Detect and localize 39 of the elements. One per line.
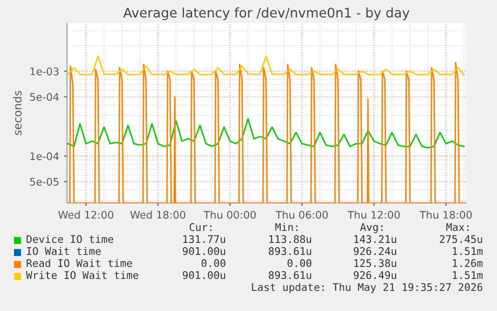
text: 131.77u: [183, 235, 226, 244]
legend-label: Device IO time: [26, 234, 114, 244]
text: Min:: [275, 222, 298, 231]
text: 893.61u: [268, 247, 312, 256]
text: 1.26m: [452, 259, 483, 268]
text: Last update: Thu May 21 19:35:27 2026: [252, 282, 482, 294]
y-tick-label: 5e-04: [30, 92, 59, 101]
text: 0.00: [288, 259, 312, 268]
text: 901.00u: [182, 247, 226, 256]
x-tick-label: Thu 06:00: [276, 210, 328, 219]
text: Cur:: [190, 223, 212, 232]
y-tick-label: 1e-04: [30, 152, 59, 160]
x-tick-label: Thu 12:00: [348, 210, 400, 219]
text: 1.51m: [452, 247, 483, 256]
x-tick-label: Thu 18:00: [420, 210, 472, 219]
x-tick-label: Thu 00:00: [204, 210, 256, 219]
text: Avg:: [360, 223, 382, 234]
text: 113.88u: [269, 235, 312, 244]
y-tick-label: 1e-03: [30, 67, 59, 76]
text: 275.45u: [440, 235, 482, 244]
line-series: [67, 118, 465, 149]
x-tick-label: Wed 12:00: [58, 210, 114, 219]
text: 1.51m: [452, 271, 483, 280]
text: 893.61u: [268, 271, 312, 280]
text: 0.00: [202, 259, 226, 268]
text: Max:: [446, 223, 468, 232]
text: 926.49u: [354, 271, 396, 280]
text: 125.38u: [354, 259, 396, 268]
text: 926.24u: [354, 247, 396, 256]
legend-label: Write IO Wait time: [26, 270, 138, 280]
text: 901.00u: [182, 271, 226, 280]
chart-title: Average latency for /dev/nvme0n1 - by day: [123, 7, 410, 20]
line-series: [67, 56, 465, 76]
legend-label: IO Wait time: [27, 246, 101, 256]
x-tick-label: Wed 18:00: [130, 210, 186, 219]
legend-label: Read IO Wait time: [26, 258, 132, 268]
text: 143.21u: [354, 235, 396, 244]
y-axis-title: seconds: [13, 90, 22, 136]
y-tick-label: 5e-05: [30, 178, 58, 186]
